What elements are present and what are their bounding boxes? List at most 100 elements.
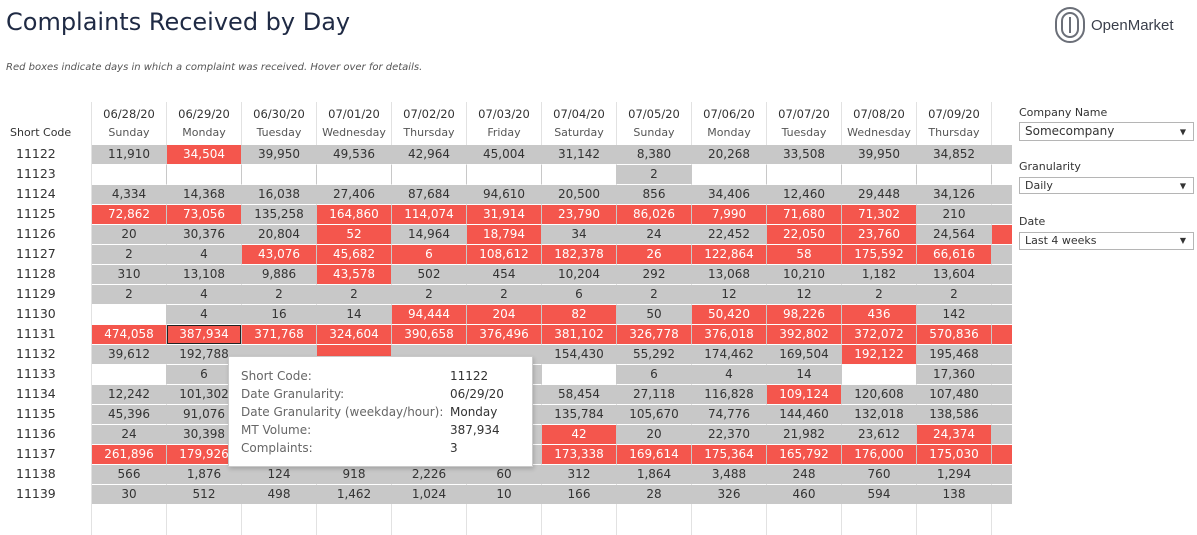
complaint-cell[interactable]: 82: [542, 305, 616, 324]
volume-cell[interactable]: 2: [875, 287, 883, 301]
volume-cell[interactable]: [992, 265, 1012, 284]
volume-cell[interactable]: 512: [192, 487, 216, 501]
complaint-cell[interactable]: 58: [767, 245, 841, 264]
volume-cell[interactable]: 210: [942, 207, 966, 221]
complaint-cell[interactable]: 372,072: [842, 325, 916, 344]
date-dropdown[interactable]: Last 4 weeks ▼: [1019, 232, 1194, 250]
complaint-cell[interactable]: 18,794: [467, 225, 541, 244]
volume-cell[interactable]: 22,370: [708, 427, 750, 441]
volume-cell[interactable]: 760: [867, 467, 891, 481]
volume-cell[interactable]: [542, 165, 616, 184]
volume-cell[interactable]: 101,302: [179, 387, 229, 401]
volume-cell[interactable]: 310: [117, 267, 141, 281]
complaint-cell[interactable]: 387,934: [167, 325, 241, 344]
volume-cell[interactable]: 87,684: [408, 187, 450, 201]
complaint-cell[interactable]: 71,680: [767, 205, 841, 224]
volume-cell[interactable]: 10,210: [783, 267, 825, 281]
volume-cell[interactable]: 20: [646, 427, 662, 441]
volume-cell[interactable]: [992, 185, 1012, 204]
complaint-cell[interactable]: 175,364: [692, 445, 766, 464]
volume-cell[interactable]: [992, 485, 1012, 504]
volume-cell[interactable]: [992, 465, 1012, 484]
volume-cell[interactable]: 144,460: [779, 407, 829, 421]
volume-cell[interactable]: 24,564: [933, 227, 975, 241]
volume-cell[interactable]: 29,448: [858, 187, 900, 201]
volume-cell[interactable]: [767, 165, 841, 184]
volume-cell[interactable]: 45,396: [108, 407, 150, 421]
volume-cell[interactable]: 30,398: [183, 427, 225, 441]
complaint-cell[interactable]: 175,592: [842, 245, 916, 264]
volume-cell[interactable]: 34,852: [933, 147, 975, 161]
volume-cell[interactable]: [92, 305, 166, 324]
complaint-cell[interactable]: 23,760: [842, 225, 916, 244]
complaint-cell[interactable]: 45,682: [317, 245, 391, 264]
volume-cell[interactable]: [92, 365, 166, 384]
volume-cell[interactable]: 1: [992, 385, 1012, 404]
complaint-cell[interactable]: 165,792: [767, 445, 841, 464]
volume-cell[interactable]: 31,142: [558, 147, 600, 161]
complaint-cell[interactable]: 71,302: [842, 205, 916, 224]
volume-cell[interactable]: 13,108: [183, 267, 225, 281]
volume-cell[interactable]: 2,226: [411, 467, 447, 481]
complaint-cell[interactable]: 23,790: [542, 205, 616, 224]
volume-cell[interactable]: 454: [492, 267, 516, 281]
volume-cell[interactable]: 42,964: [408, 147, 450, 161]
complaint-cell[interactable]: 169,614: [617, 445, 691, 464]
volume-cell[interactable]: 2: [125, 287, 133, 301]
volume-cell[interactable]: [992, 285, 1012, 304]
volume-cell[interactable]: 20,268: [708, 147, 750, 161]
volume-cell[interactable]: 20,804: [258, 227, 300, 241]
volume-cell[interactable]: [992, 165, 1012, 184]
volume-cell[interactable]: 107,480: [929, 387, 979, 401]
volume-cell[interactable]: 50: [646, 307, 662, 321]
volume-cell[interactable]: 1,024: [411, 487, 447, 501]
volume-cell[interactable]: 124: [267, 467, 291, 481]
complaint-cell[interactable]: 1: [992, 325, 1012, 344]
complaint-cell[interactable]: 179,926: [167, 445, 241, 464]
complaint-cell[interactable]: 376,018: [692, 325, 766, 344]
volume-cell[interactable]: 12,242: [108, 387, 150, 401]
volume-cell[interactable]: 4: [725, 367, 733, 381]
complaint-cell[interactable]: 42: [542, 425, 616, 444]
volume-cell[interactable]: [992, 245, 1012, 264]
volume-cell[interactable]: [692, 165, 766, 184]
complaint-cell[interactable]: 173,338: [542, 445, 616, 464]
volume-cell[interactable]: 34: [571, 227, 587, 241]
volume-cell[interactable]: 30: [121, 487, 137, 501]
volume-cell[interactable]: 8,380: [636, 147, 672, 161]
volume-cell[interactable]: 326: [717, 487, 741, 501]
volume-cell[interactable]: 16,038: [258, 187, 300, 201]
volume-cell[interactable]: 6: [575, 287, 583, 301]
volume-cell[interactable]: 39,950: [258, 147, 300, 161]
volume-cell[interactable]: 16: [271, 307, 287, 321]
volume-cell[interactable]: 14,368: [183, 187, 225, 201]
complaint-cell[interactable]: 182,378: [542, 245, 616, 264]
volume-cell[interactable]: [542, 365, 616, 384]
volume-cell[interactable]: 195,468: [929, 347, 979, 361]
volume-cell[interactable]: 135,784: [554, 407, 604, 421]
volume-cell[interactable]: 12: [721, 287, 737, 301]
volume-cell[interactable]: 594: [867, 487, 891, 501]
volume-cell[interactable]: 10,204: [558, 267, 600, 281]
volume-cell[interactable]: [992, 425, 1012, 444]
complaint-cell[interactable]: 43,076: [242, 245, 316, 264]
volume-cell[interactable]: 918: [342, 467, 366, 481]
volume-cell[interactable]: [467, 165, 541, 184]
volume-cell[interactable]: 3,488: [711, 467, 747, 481]
granularity-dropdown[interactable]: Daily ▼: [1019, 177, 1194, 194]
volume-cell[interactable]: 2: [650, 287, 658, 301]
volume-cell[interactable]: 2: [125, 247, 133, 261]
volume-cell[interactable]: 4: [200, 287, 208, 301]
volume-cell[interactable]: 74,776: [708, 407, 750, 421]
volume-cell[interactable]: 39,612: [108, 347, 150, 361]
volume-cell[interactable]: [167, 165, 241, 184]
complaint-cell[interactable]: 164,860: [317, 205, 391, 224]
volume-cell[interactable]: 1,462: [336, 487, 372, 501]
volume-cell[interactable]: 1,294: [936, 467, 972, 481]
volume-cell[interactable]: 498: [267, 487, 291, 501]
complaint-cell[interactable]: 108,612: [467, 245, 541, 264]
volume-cell[interactable]: 166: [567, 487, 591, 501]
volume-cell[interactable]: [842, 365, 916, 384]
volume-cell[interactable]: 14,964: [408, 227, 450, 241]
volume-cell[interactable]: [992, 305, 1012, 324]
